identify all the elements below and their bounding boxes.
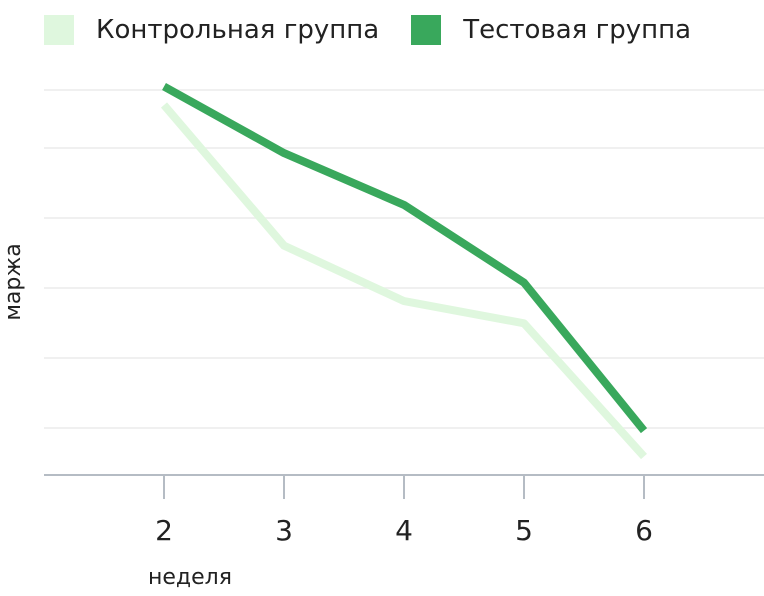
x-tick-label-5: 5 (515, 514, 533, 547)
series-line-test (162, 83, 648, 434)
series-line-control (160, 102, 647, 460)
x-tick-label-2: 2 (155, 514, 173, 547)
x-tick-label-4: 4 (395, 514, 413, 547)
legend-swatch-control (44, 15, 74, 45)
legend-swatch-test (411, 15, 442, 45)
x-axis-title: неделя (148, 565, 232, 590)
legend-item-control: Контрольная группа (44, 15, 379, 45)
x-tick-labels: 2 3 4 5 6 (155, 514, 653, 547)
legend-label-control: Контрольная группа (96, 15, 380, 45)
x-tick-label-3: 3 (275, 514, 293, 547)
series-lines (160, 83, 648, 460)
x-tick-label-6: 6 (635, 514, 653, 547)
legend-label-test: Тестовая группа (463, 15, 692, 45)
y-axis-title: маржа (1, 243, 26, 320)
x-axis (44, 474, 764, 499)
grid-lines (44, 89, 764, 429)
legend-item-test: Тестовая группа (411, 15, 691, 45)
chart-legend: Контрольная группа Тестовая группа (44, 12, 723, 48)
